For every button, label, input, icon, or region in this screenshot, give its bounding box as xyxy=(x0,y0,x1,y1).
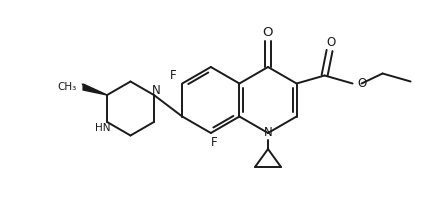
Polygon shape xyxy=(83,84,107,95)
Text: N: N xyxy=(264,126,272,140)
Text: CH₃: CH₃ xyxy=(58,82,77,92)
Text: O: O xyxy=(326,36,335,49)
Text: HN: HN xyxy=(95,123,111,133)
Text: O: O xyxy=(263,26,273,40)
Text: N: N xyxy=(151,84,160,98)
Text: F: F xyxy=(170,69,176,82)
Text: O: O xyxy=(357,77,367,90)
Text: F: F xyxy=(210,136,217,150)
